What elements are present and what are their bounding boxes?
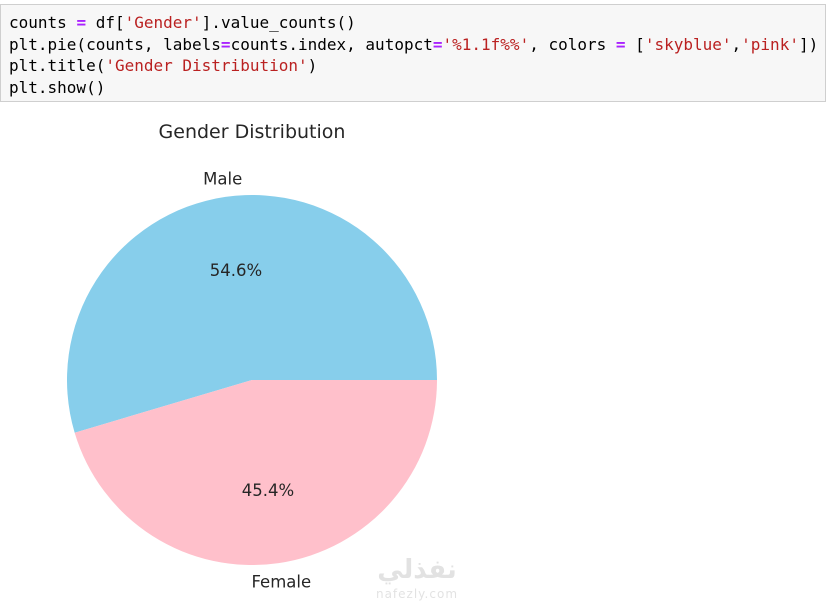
pie-slice-male bbox=[66, 195, 437, 433]
code-token: = bbox=[76, 13, 87, 32]
pie-category-label: Female bbox=[251, 572, 311, 591]
pie-category-label: Male bbox=[203, 170, 242, 189]
pie-chart: Gender Distribution 54.6% Male 45.4% Female bbox=[66, 121, 438, 592]
code-token: 'skyblue' bbox=[644, 34, 732, 54]
code-line: plt.show() bbox=[9, 77, 825, 99]
pie-slice-female bbox=[74, 380, 438, 565]
code-token: df[ bbox=[86, 13, 125, 32]
pie-value-label: 54.6% bbox=[210, 261, 262, 280]
code-token: counts.index, autopct bbox=[230, 34, 433, 54]
code-cell[interactable]: counts = df['Gender'].value_counts() plt.… bbox=[0, 4, 826, 102]
code-token: '%1.1f%%' bbox=[442, 34, 530, 54]
pie-value-label: 45.4% bbox=[242, 481, 294, 500]
code-token: 'pink' bbox=[741, 34, 799, 54]
code-token: , bbox=[731, 34, 742, 54]
code-token: = bbox=[615, 34, 626, 54]
pie-labels: 54.6% Male 45.4% Female bbox=[203, 170, 311, 592]
watermark-url: nafezly.com bbox=[375, 587, 459, 601]
pie-slices bbox=[66, 195, 438, 565]
code-token: 'Gender Distribution' bbox=[105, 56, 308, 75]
code-token: ].value_counts() bbox=[201, 13, 356, 32]
watermark-logo: نفذلي nafezly.com bbox=[362, 555, 472, 605]
code-token: counts bbox=[9, 13, 77, 32]
code-token: = bbox=[220, 34, 231, 54]
chart-title: Gender Distribution bbox=[159, 121, 346, 143]
code-editor[interactable]: counts = df['Gender'].value_counts() plt.… bbox=[9, 12, 825, 98]
code-token: [ bbox=[625, 34, 645, 54]
code-token: = bbox=[432, 34, 443, 54]
code-token: plt.title( bbox=[9, 56, 106, 75]
code-token: ) bbox=[307, 56, 318, 75]
watermark-arabic: نفذلي bbox=[377, 555, 457, 585]
code-token: plt.show() bbox=[9, 77, 106, 97]
output-area: Gender Distribution 54.6% Male 45.4% Female bbox=[0, 106, 829, 612]
code-token: , colors bbox=[529, 34, 616, 54]
code-line: plt.title('Gender Distribution') bbox=[9, 55, 825, 77]
code-token: ]) bbox=[798, 34, 819, 54]
code-token: 'Gender' bbox=[124, 13, 202, 32]
code-line: plt.pie(counts, labels=counts.index, aut… bbox=[9, 34, 825, 56]
code-token: plt.pie(counts, labels bbox=[9, 34, 221, 54]
code-line: counts = df['Gender'].value_counts() bbox=[9, 12, 825, 34]
